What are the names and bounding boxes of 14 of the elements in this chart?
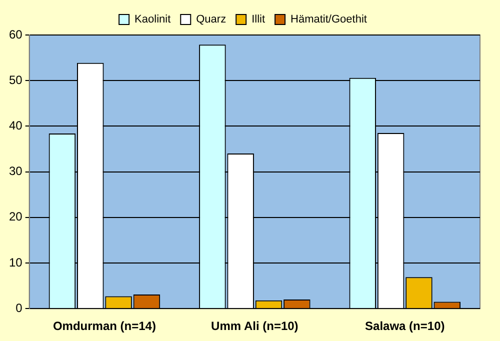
y-tick-label: 50 xyxy=(8,72,23,87)
x-tick-label: Umm Ali (n=10) xyxy=(211,319,298,334)
x-tick-label: Omdurman (n=14) xyxy=(52,319,156,334)
y-tick-label: 60 xyxy=(8,27,23,42)
y-tick-label: 20 xyxy=(8,210,23,224)
y-tick-label: 10 xyxy=(8,255,23,270)
legend-label: Kaolinit xyxy=(134,14,171,26)
x-tick-label: Salawa (n=10) xyxy=(365,319,445,334)
y-tick-label: 40 xyxy=(8,118,23,133)
y-tick-label: 30 xyxy=(8,164,23,178)
legend-label: Hämatit/Goethit xyxy=(290,14,367,26)
legend-label: Quarz xyxy=(196,14,226,26)
y-tick-label: 0 xyxy=(16,300,23,315)
legend-label: Illit xyxy=(252,14,266,26)
